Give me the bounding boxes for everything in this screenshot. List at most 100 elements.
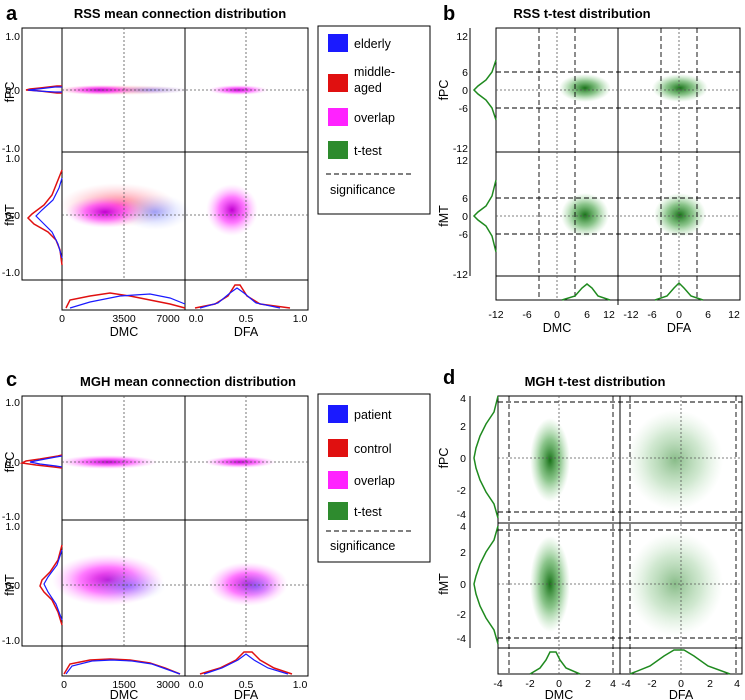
marginal-b-fpc xyxy=(472,59,497,121)
xtick-b-dmc-3: 6 xyxy=(584,309,590,321)
ytick-c-fmt-top: 1.0 xyxy=(5,521,20,533)
xlabel-b-dmc: DMC xyxy=(543,321,571,335)
legend-rss-label-overlap: overlap xyxy=(354,111,395,125)
xtick-c-dfa-1: 0.5 xyxy=(239,679,254,691)
marginal-a-fmt-red xyxy=(26,169,63,266)
panel-d: 4 2 0 -2 -4 4 2 0 -2 -4 -4 -2 0 2 4 -4 -… xyxy=(437,393,743,700)
marginal-d-dmc xyxy=(529,651,581,675)
marginal-c-dmc-red xyxy=(63,658,181,675)
legend-rss-swatch-ttest xyxy=(328,141,348,159)
xtick-d-dfa-1: -2 xyxy=(647,678,656,690)
xtick-b-dfa-3: 6 xyxy=(705,309,711,321)
xlabel-a-dfa: DFA xyxy=(234,325,259,339)
xtick-b-dmc-0: -12 xyxy=(488,309,503,321)
xtick-d-dmc-4: 4 xyxy=(610,678,616,690)
ytick-b-fmt-0: 12 xyxy=(456,155,468,167)
ytick-a-fmt-top: 1.0 xyxy=(5,153,20,165)
ytick-d-fpc-3: -2 xyxy=(457,485,466,497)
xlabel-a-dmc: DMC xyxy=(110,325,138,339)
ylabel-a-fpc: fPC xyxy=(3,82,17,103)
marginal-frame-c-x xyxy=(61,645,309,677)
ytick-c-fpc-top: 1.0 xyxy=(5,397,20,409)
ytick-d-fmt-4: -4 xyxy=(457,633,466,645)
ytick-b-fmt-1: 6 xyxy=(462,193,468,205)
density-b-fmt-dmc xyxy=(561,193,609,237)
ytick-b-fpc-4: -12 xyxy=(453,143,468,155)
marginal-a-fmt-blue xyxy=(35,177,63,259)
ytick-b-fpc-0: 12 xyxy=(456,31,468,43)
ytick-d-fmt-0: 4 xyxy=(460,521,466,533)
ytick-d-fpc-2: 0 xyxy=(460,453,466,465)
ylabel-c-fmt: fMT xyxy=(3,574,17,596)
marginal-c-dfa-red xyxy=(199,651,293,675)
marginal-c-fpc-blue xyxy=(29,455,63,468)
legend-rss: elderly middle- aged overlap t-test sign… xyxy=(317,25,431,215)
xtick-c-dmc-0: 0 xyxy=(61,679,67,691)
ytick-b-fpc-3: -6 xyxy=(459,103,468,115)
legend-rss-label-elderly: elderly xyxy=(354,37,392,51)
xtick-c-dfa-2: 1.0 xyxy=(293,679,308,691)
marginal-c-dfa-blue xyxy=(203,653,289,675)
ylabel-b-fpc: fPC xyxy=(437,80,451,101)
ytick-a-fpc-bot: -1.0 xyxy=(2,143,20,155)
marginal-c-fpc-red xyxy=(19,454,63,469)
ytick-c-fpc-mid: 0.0 xyxy=(5,457,20,469)
ytick-a-fpc-mid: 0.0 xyxy=(5,85,20,97)
panel-label-d: d xyxy=(443,367,455,389)
xtick-a-dfa-0: 0.0 xyxy=(189,313,204,325)
ytick-a-fpc-top: 1.0 xyxy=(5,31,20,43)
legend-mgh: patient control overlap t-test significa… xyxy=(317,393,431,563)
xtick-b-dfa-0: -12 xyxy=(623,309,638,321)
legend-mgh-label-ttest: t-test xyxy=(354,505,382,519)
marginal-a-dfa-blue xyxy=(199,287,281,309)
density-b-fmt-dfa xyxy=(654,193,706,237)
xlabel-d-dmc: DMC xyxy=(545,688,573,700)
guides-d xyxy=(498,396,742,674)
marginal-frame-c-y xyxy=(21,395,63,647)
legend-rss-label-ttest: t-test xyxy=(354,144,382,158)
ytick-b-fmt-2: 0 xyxy=(462,211,468,223)
marginal-d-fmt xyxy=(473,525,499,645)
marginal-c-fmt-red xyxy=(39,544,63,626)
legend-rss-swatch-overlap xyxy=(328,108,348,126)
ytick-b-fmt-4: -12 xyxy=(453,269,468,281)
panel-title-c: MGH mean connection distribution xyxy=(80,374,296,389)
xlabel-c-dmc: DMC xyxy=(110,688,138,700)
ytick-d-fmt-3: -2 xyxy=(457,609,466,621)
ytick-b-fpc-2: 0 xyxy=(462,85,468,97)
ylabel-d-fmt: fMT xyxy=(437,573,451,595)
xtick-c-dmc-1: 1500 xyxy=(112,679,136,691)
xlabel-d-dfa: DFA xyxy=(669,688,694,700)
panel-label-b: b xyxy=(443,3,455,25)
ytick-b-fpc-1: 6 xyxy=(462,67,468,79)
marginal-c-fmt-blue xyxy=(43,549,63,621)
panel-title-a: RSS mean connection distribution xyxy=(74,6,286,21)
panel-label-c: c xyxy=(6,369,17,391)
marginal-c-dmc-blue xyxy=(65,659,181,675)
xtick-d-dmc-0: -4 xyxy=(493,678,502,690)
marginal-frame-a-y xyxy=(21,27,63,281)
xtick-b-dmc-2: 0 xyxy=(554,309,560,321)
legend-mgh-label-patient: patient xyxy=(354,408,392,422)
ylabel-b-fmt: fMT xyxy=(437,205,451,227)
density-b-fpc-dfa xyxy=(652,74,708,102)
ytick-a-fmt-bot: -1.0 xyxy=(2,267,20,279)
density-a-fmt-dfa-overlap xyxy=(206,184,258,236)
guides-c xyxy=(62,396,308,646)
xtick-a-dmc-1: 3500 xyxy=(112,313,136,325)
ytick-d-fmt-1: 2 xyxy=(460,547,466,559)
density-d-fpc-dfa xyxy=(627,410,723,510)
marginal-a-dmc-blue xyxy=(69,293,186,309)
legend-mgh-label-significance: significance xyxy=(330,539,395,553)
ytick-c-fpc-bot: -1.0 xyxy=(2,511,20,523)
marginal-frame-a-x xyxy=(61,279,309,311)
guides-a xyxy=(62,28,308,280)
panel-title-d: MGH t-test distribution xyxy=(525,374,666,389)
ytick-d-fpc-4: -4 xyxy=(457,509,466,521)
xlabel-b-dfa: DFA xyxy=(667,321,692,335)
ytick-a-fmt-mid: 0.0 xyxy=(5,210,20,222)
ytick-b-fmt-3: -6 xyxy=(459,229,468,241)
density-d xyxy=(530,410,723,636)
density-c xyxy=(52,455,288,606)
